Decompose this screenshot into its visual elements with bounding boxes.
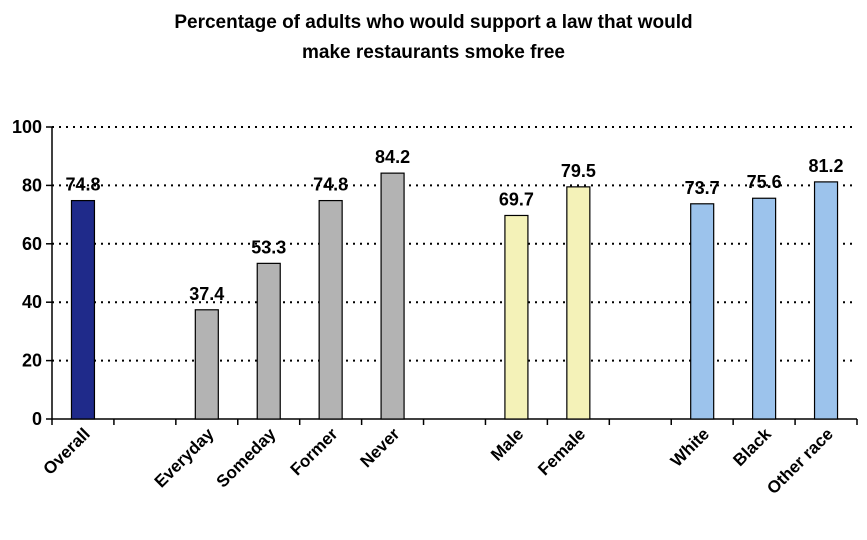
y-tick-label-0: 0 bbox=[32, 409, 42, 429]
data-label-9: 81.2 bbox=[809, 156, 844, 176]
bar-4 bbox=[380, 172, 405, 420]
category-label-7: White bbox=[667, 424, 713, 470]
bar-6 bbox=[566, 186, 591, 420]
category-label-1: Everyday bbox=[151, 424, 218, 491]
data-label-0: 74.8 bbox=[65, 175, 100, 195]
bar-7 bbox=[690, 203, 715, 420]
data-label-8: 75.6 bbox=[747, 172, 782, 192]
data-label-5: 69.7 bbox=[499, 189, 534, 209]
category-label-3: Former bbox=[287, 424, 342, 479]
category-label-6: Female bbox=[534, 424, 589, 479]
category-label-4: Never bbox=[357, 424, 404, 471]
bar-2 bbox=[256, 262, 281, 420]
chart-title-line-1: Percentage of adults who would support a… bbox=[174, 12, 693, 33]
data-label-7: 73.7 bbox=[685, 178, 720, 198]
y-tick-label-100: 100 bbox=[12, 117, 42, 137]
category-label-0: Overall bbox=[40, 424, 94, 478]
category-label-8: Black bbox=[729, 424, 775, 470]
category-label-5: Male bbox=[487, 424, 527, 464]
bar-5 bbox=[504, 214, 529, 420]
data-label-4: 84.2 bbox=[375, 147, 410, 167]
data-label-3: 74.8 bbox=[313, 175, 348, 195]
y-tick-label-80: 80 bbox=[22, 175, 42, 195]
category-label-9: Other race bbox=[763, 424, 837, 498]
y-tick-label-20: 20 bbox=[22, 351, 42, 371]
y-tick-label-40: 40 bbox=[22, 292, 42, 312]
category-label-2: Someday bbox=[213, 424, 280, 491]
data-label-2: 53.3 bbox=[251, 237, 286, 257]
bar-1 bbox=[194, 309, 219, 420]
bar-3 bbox=[318, 199, 343, 420]
data-label-6: 79.5 bbox=[561, 161, 596, 181]
chart-title: Percentage of adults who would support a… bbox=[0, 8, 867, 68]
bar-8 bbox=[752, 197, 777, 420]
bar-9 bbox=[813, 181, 839, 420]
chart-title-line-2: make restaurants smoke free bbox=[302, 42, 565, 63]
y-tick-label-60: 60 bbox=[22, 234, 42, 254]
data-label-1: 37.4 bbox=[189, 284, 224, 304]
bar-0 bbox=[70, 199, 96, 420]
